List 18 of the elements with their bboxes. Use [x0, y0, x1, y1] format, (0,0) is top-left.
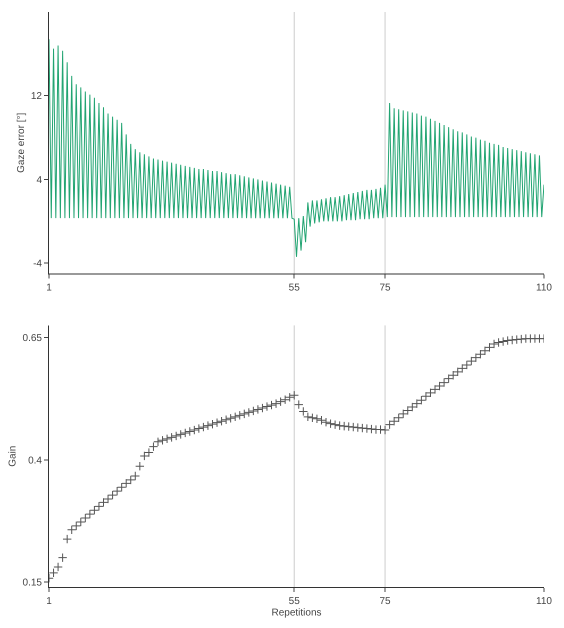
y-axis-title: Gain [8, 446, 19, 467]
x-tick-label: 55 [288, 282, 300, 294]
y-tick-label: 4 [36, 174, 42, 186]
x-tick-label: 1 [46, 282, 52, 294]
line-series [49, 38, 544, 258]
x-tick-label: 110 [536, 282, 552, 294]
y-tick-label: 0.15 [22, 578, 42, 589]
y-tick-label: 0.65 [22, 333, 42, 344]
x-tick-label: 75 [379, 596, 392, 607]
x-tick-label: 1 [46, 596, 52, 607]
x-tick-label: 55 [288, 596, 300, 607]
y-axis-title: Gaze error [°] [16, 112, 27, 173]
y-tick-label: -4 [33, 258, 42, 270]
x-tick-label: 110 [536, 596, 552, 607]
x-tick-label: 75 [379, 282, 392, 294]
x-axis-title: Repetitions [271, 608, 322, 618]
y-tick-label: 0.4 [28, 455, 42, 466]
y-tick-label: 12 [30, 91, 42, 102]
